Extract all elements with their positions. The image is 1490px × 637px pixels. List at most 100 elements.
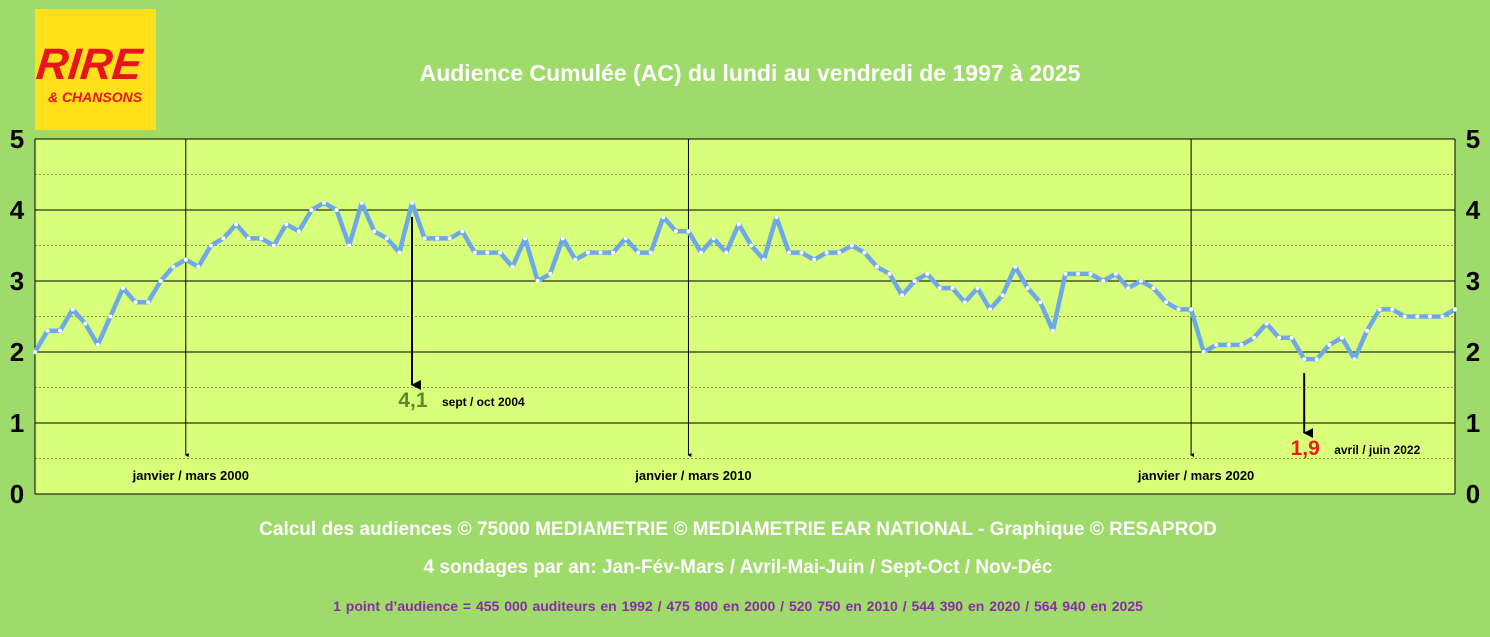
data-point (1113, 271, 1118, 276)
data-point (334, 208, 339, 212)
data-point (912, 279, 917, 283)
data-point (598, 250, 603, 255)
data-point (196, 264, 201, 269)
data-point (1427, 314, 1432, 319)
data-point (1176, 307, 1181, 312)
data-point (1214, 342, 1219, 347)
data-point (208, 243, 213, 248)
data-point (70, 307, 75, 312)
data-point (837, 250, 842, 255)
y-tick-label-left: 4 (10, 195, 25, 225)
data-point (322, 200, 327, 205)
chart-title: Audience Cumulée (AC) du lundi au vendre… (419, 60, 1081, 86)
data-point (761, 257, 766, 262)
data-point (523, 236, 528, 241)
data-point (1163, 300, 1168, 305)
data-point (33, 350, 37, 354)
data-point (1390, 307, 1395, 312)
y-tick-label-right: 2 (1466, 337, 1480, 367)
audience-points-text: 1 point d’audience = 455 000 auditeurs e… (333, 598, 1143, 614)
data-point (246, 236, 251, 241)
data-point (1050, 328, 1055, 333)
data-point (623, 236, 628, 241)
audience-line-chart: 0 0 1 1 2 2 3 3 4 4 5 5 janvier / mars 2000 janvier /… (10, 124, 1481, 509)
data-point (573, 257, 578, 262)
period-marker-label: janvier / mars 2020 (1137, 468, 1254, 483)
y-tick-label-left: 3 (10, 266, 24, 296)
data-point (1365, 328, 1370, 333)
data-point (988, 307, 993, 312)
data-point (1440, 314, 1445, 319)
data-point (585, 250, 590, 255)
data-point (1000, 293, 1005, 298)
data-point (937, 286, 942, 291)
data-point (510, 264, 515, 269)
data-point (686, 229, 691, 234)
data-point (45, 328, 50, 333)
data-point (95, 342, 100, 347)
data-point (108, 314, 113, 319)
annotation-value: 1,9 (1291, 437, 1320, 460)
data-point (259, 236, 264, 241)
data-point (347, 243, 352, 248)
rire-chansons-logo: RIRE & CHANSONS (35, 9, 156, 130)
data-point (975, 286, 980, 291)
data-point (1063, 271, 1068, 276)
data-point (409, 200, 414, 205)
data-point (1453, 307, 1457, 312)
data-point (1088, 271, 1093, 276)
data-point (736, 222, 741, 227)
data-point (535, 279, 540, 283)
data-point (1126, 286, 1131, 291)
data-point (183, 257, 188, 262)
data-point (824, 250, 829, 255)
data-point (749, 243, 754, 248)
data-point (1038, 300, 1043, 305)
data-point (372, 229, 377, 234)
y-tick-label-left: 5 (10, 124, 24, 154)
data-point (1013, 264, 1018, 269)
data-point (724, 250, 729, 255)
data-point (786, 250, 791, 255)
data-point (146, 300, 151, 305)
y-tick-label-right: 4 (1466, 195, 1481, 225)
series-line (32, 200, 1458, 362)
data-point (296, 229, 301, 234)
y-tick-label-left: 2 (10, 337, 24, 367)
data-point (1076, 271, 1081, 276)
data-point (636, 250, 641, 255)
data-point (83, 321, 88, 326)
data-point (447, 236, 452, 241)
logo-line1: RIRE (35, 40, 146, 89)
period-marker-label: janvier / mars 2010 (634, 468, 751, 483)
data-point (435, 236, 440, 241)
data-point (648, 250, 653, 255)
data-point (1377, 307, 1382, 312)
data-point (774, 215, 779, 220)
data-point (799, 250, 804, 255)
data-point (673, 229, 678, 234)
period-marker-label: janvier / mars 2000 (132, 468, 249, 483)
data-point (1277, 335, 1282, 340)
data-point (485, 250, 490, 255)
data-point (1415, 314, 1420, 319)
data-point (1339, 335, 1344, 340)
data-point (1201, 350, 1206, 354)
data-point (1302, 357, 1307, 362)
data-point (284, 222, 289, 227)
annotation-label: sept / oct 2004 (442, 395, 525, 409)
data-point (221, 236, 226, 241)
data-point (950, 286, 955, 291)
y-tick-label-right: 5 (1466, 124, 1480, 154)
data-point (862, 250, 867, 255)
data-point (460, 229, 465, 234)
data-point (422, 236, 427, 241)
data-point (271, 243, 276, 248)
y-tick-label-right: 1 (1466, 408, 1480, 438)
data-point (1327, 342, 1332, 347)
data-point (359, 200, 364, 205)
annotation-value: 4,1 (398, 389, 428, 412)
data-point (120, 286, 125, 291)
data-point (1402, 314, 1407, 319)
data-point (1138, 279, 1143, 283)
